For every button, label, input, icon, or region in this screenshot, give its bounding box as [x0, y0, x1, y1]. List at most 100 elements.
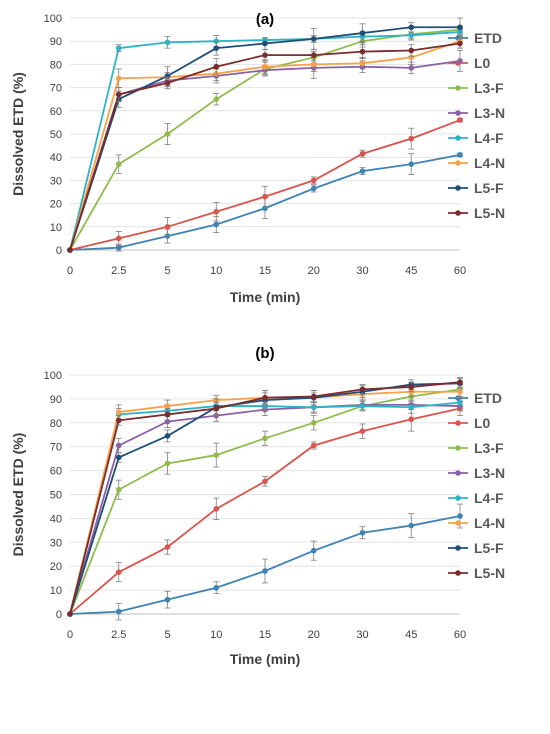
chart1-point-L5-N-7 [408, 384, 415, 390]
chart0-x-axis-title: Time (min) [230, 289, 301, 305]
chart0-point-L5-N-1 [115, 91, 122, 98]
chart1-point-L0-7 [408, 416, 415, 423]
chart1-point-L0-4 [262, 478, 268, 485]
chart0-point-L5-N-8 [457, 40, 463, 47]
chart1-legend-label-L4-N: L4-N [474, 515, 505, 531]
chart0-point-L5-F-3 [213, 45, 220, 51]
chart0-point-L0-4 [262, 193, 268, 200]
chart0-point-L0-1 [115, 235, 122, 242]
chart1-point-L5-N-2 [164, 411, 171, 418]
chart1-point-L3-F-3 [213, 452, 220, 458]
chart1-y-tick-30: 30 [50, 537, 62, 549]
chart0-point-L5-N-2 [164, 80, 171, 86]
chart0-y-tick-70: 70 [50, 83, 62, 95]
chart1-legend-label-L4-F: L4-F [474, 490, 504, 506]
chart1-point-L5-N-3 [213, 405, 220, 412]
chart1-y-tick-50: 50 [50, 490, 62, 502]
chart1-point-L0-2 [164, 544, 171, 550]
chart1-point-ETD-7 [408, 522, 415, 529]
chart0-legend-label-L4-N: L4-N [474, 155, 505, 171]
chart1-x-tick-8: 60 [454, 629, 466, 641]
chart0-point-ETD-7 [408, 161, 415, 167]
chart0-x-tick-1: 2.5 [111, 265, 126, 277]
chart1-point-L4-N-8 [457, 388, 463, 395]
chart1-y-tick-10: 10 [50, 585, 62, 597]
chart0-line-L0 [69, 119, 461, 251]
chart1-point-L0-3 [213, 506, 220, 512]
chart1-point-ETD-2 [164, 596, 171, 603]
chart0-x-tick-3: 10 [210, 265, 222, 277]
chart0-point-L4-N-1 [115, 75, 122, 82]
chart1-legend-marker-L3-F [455, 445, 461, 451]
chart0-point-ETD-8 [457, 152, 463, 158]
chart1-point-ETD-3 [213, 584, 220, 591]
chart1-point-L3-F-5 [310, 420, 317, 426]
chart1-x-axis-title: Time (min) [230, 651, 301, 667]
chart1-legend-marker-L5-F [455, 545, 461, 551]
chart0-point-L0-6 [359, 150, 366, 157]
chart1-y-tick-90: 90 [50, 394, 62, 406]
chart0-x-tick-2: 5 [164, 265, 170, 277]
chart0-legend-marker-L5-N [455, 210, 461, 216]
chart0-point-L5-N-3 [213, 63, 220, 70]
chart0-point-L4-N-6 [359, 60, 366, 67]
chart1-x-tick-7: 45 [405, 629, 417, 641]
chart1-x-tick-1: 2.5 [111, 629, 126, 641]
chart0-x-tick-0: 0 [67, 265, 73, 277]
chart1-y-tick-80: 80 [50, 418, 62, 430]
chart1-legend-label-ETD: ETD [474, 390, 502, 406]
chart1-series-L4-F [67, 397, 463, 617]
chart0-point-L5-N-4 [262, 52, 268, 58]
chart0-y-tick-80: 80 [50, 59, 62, 71]
chart1-point-L5-N-6 [359, 386, 366, 393]
chart0-legend-label-L5-N: L5-N [474, 205, 505, 221]
chart0-y-tick-60: 60 [50, 106, 62, 118]
chart0-point-L0-3 [213, 208, 220, 215]
chart1-point-L4-F-6 [359, 403, 366, 409]
chart0-x-tick-8: 60 [454, 265, 466, 277]
chart0-y-tick-0: 0 [56, 245, 62, 257]
chart0-point-ETD-5 [310, 185, 317, 192]
chart1-legend-marker-L5-N [455, 570, 461, 576]
chart0-point-L3-N-7 [408, 65, 415, 71]
chart1-point-L4-N-2 [164, 403, 171, 409]
chart0-y-tick-100: 100 [44, 13, 62, 25]
chart0-series-L5-N [67, 38, 463, 253]
chart1-point-L5-N-5 [310, 393, 317, 400]
chart0-line-L3-N [69, 60, 461, 251]
chart0-point-L5-F-5 [310, 36, 317, 42]
chart0-point-L5-N-0 [67, 247, 73, 253]
chart0-x-tick-5: 20 [308, 265, 320, 277]
chart1-y-tick-70: 70 [50, 442, 62, 454]
chart1-point-ETD-5 [310, 547, 317, 554]
chart0-y-tick-90: 90 [50, 36, 62, 48]
chart1-point-L3-F-1 [115, 486, 122, 493]
chart-panel-a: 0 10 20 30 40 50 60 70 80 90 100 0 2.5 5 10 15 20 30 45 60 (… [10, 11, 505, 305]
chart0-point-L4-F-1 [115, 45, 122, 51]
chart0-point-L5-F-4 [262, 40, 268, 47]
chart0-legend-marker-L4-F [455, 135, 461, 141]
chart0-point-L0-7 [408, 135, 415, 142]
chart1-series-L3-F [67, 381, 463, 617]
chart0-point-L3-F-1 [115, 161, 122, 167]
chart1-point-ETD-1 [115, 608, 122, 615]
chart1-y-tick-60: 60 [50, 466, 62, 478]
chart0-point-L4-F-2 [164, 39, 171, 46]
chart0-y-tick-40: 40 [50, 152, 62, 164]
chart1-point-L3-N-1 [115, 442, 122, 449]
chart0-y-tick-30: 30 [50, 175, 62, 187]
chart1-point-L0-5 [310, 442, 317, 449]
chart1-y-axis-title: Dissolved ETD (%) [10, 433, 26, 557]
chart0-point-L5-N-7 [408, 47, 415, 54]
chart0-x-tick-4: 15 [259, 265, 271, 277]
chart0-point-L3-F-3 [213, 96, 220, 102]
chart1-point-L5-N-8 [457, 379, 463, 385]
chart1-y-tick-40: 40 [50, 513, 62, 525]
chart1-legend-label-L3-F: L3-F [474, 440, 504, 456]
chart0-legend-marker-L3-F [455, 85, 461, 91]
chart1-x-tick-2: 5 [164, 629, 170, 641]
chart1-y-tick-100: 100 [44, 370, 62, 382]
chart1-point-L5-F-2 [164, 433, 171, 439]
chart1-point-L4-F-7 [408, 404, 415, 411]
